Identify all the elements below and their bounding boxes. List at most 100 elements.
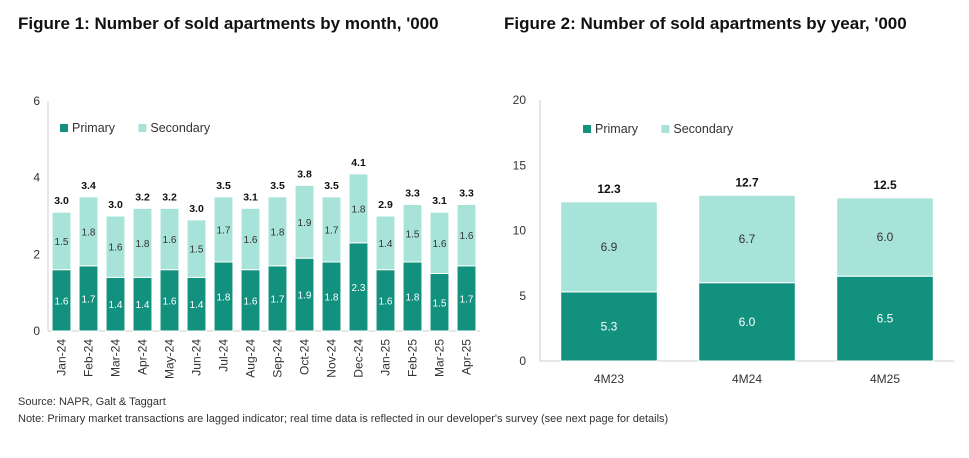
fig2-y-tick-label: 10 [513,224,527,238]
fig1-secondary-value-label: 1.8 [82,227,96,238]
fig1-primary-value-label: 1.9 [298,291,312,302]
fig1-bar-secondary [78,196,99,267]
fig1-bar-secondary [321,196,342,263]
fig1-primary-value-label: 1.6 [163,296,177,307]
fig2-bar-secondary [698,194,796,284]
fig2-bar-secondary [836,197,934,277]
fig1-y-tick-label: 2 [33,247,40,261]
fig1-bar-secondary [375,215,396,271]
fig1-primary-value-label: 1.7 [82,294,96,305]
fig1-primary-value-label: 1.7 [460,294,474,305]
fig1-secondary-value-label: 1.5 [55,237,69,248]
fig1-total-label: 3.8 [297,168,312,180]
fig1-bar-secondary [132,207,153,278]
fig1-secondary-value-label: 1.8 [352,204,366,215]
fig1-primary-value-label: 1.6 [379,296,393,307]
fig2-secondary-value-label: 6.0 [877,230,894,244]
fig1-bar-secondary [186,219,207,278]
fig1-total-label: 3.1 [243,191,258,203]
fig1-secondary-value-label: 1.4 [379,239,393,250]
fig2-y-tick-label: 5 [519,289,526,303]
fig1-x-tick-label: Nov-24 [325,339,339,378]
source-note: Source: NAPR, Galt & Taggart [18,396,166,408]
fig1-total-label: 3.3 [459,188,474,200]
fig1-x-tick-label: Jan-25 [379,339,393,376]
fig1-legend-swatch-secondary [138,124,147,132]
fig1-total-label: 3.2 [162,191,177,203]
fig1-x-tick-label: Dec-24 [352,339,366,378]
fig1-legend-label-secondary: Secondary [150,121,211,135]
fig1-bar-secondary [159,207,180,271]
fig1-x-tick-label: May-24 [163,339,177,379]
fig1-total-label: 3.5 [324,180,339,192]
fig1-total-label: 3.0 [108,199,123,211]
fig2-x-tick-label: 4M23 [594,372,624,386]
fig2-total-label: 12.3 [597,182,621,196]
fig1-bar-secondary [402,204,423,263]
fig1-x-tick-label: Mar-24 [109,339,123,377]
fig1-bar-secondary [213,196,234,263]
fig1-primary-value-label: 1.4 [190,300,204,311]
fig1-total-label: 3.1 [432,195,447,207]
fig1-secondary-value-label: 1.6 [460,231,474,242]
fig2-y-tick-label: 0 [519,354,526,368]
fig1-secondary-value-label: 1.6 [109,243,123,254]
fig1-primary-value-label: 1.5 [433,298,447,309]
fig2-secondary-value-label: 6.9 [601,240,618,254]
fig2-bar-primary [560,291,658,362]
fig1-secondary-value-label: 1.5 [406,229,420,240]
fig2-y-tick-label: 15 [513,158,527,172]
fig2-bar-secondary [560,201,658,293]
fig1-primary-value-label: 1.8 [406,293,420,304]
fig2-x-tick-label: 4M25 [870,372,900,386]
fig1-total-label: 4.1 [351,157,366,169]
fig1-x-tick-label: Feb-24 [82,339,96,377]
fig2-legend-label-secondary: Secondary [673,122,734,136]
fig1-legend-label-primary: Primary [72,121,116,135]
fig2-y-tick-label: 20 [513,93,527,107]
fig1-y-tick-label: 4 [33,171,40,185]
fig1-primary-value-label: 1.8 [217,293,231,304]
fig1-bar-secondary [294,184,315,259]
fig1-secondary-value-label: 1.6 [433,239,447,250]
fig2-legend-swatch-primary [583,125,591,133]
fig1-primary-value-label: 1.6 [55,296,69,307]
fig2-primary-value-label: 5.3 [601,319,618,333]
fig1-y-tick-label: 6 [33,94,40,108]
fig1-primary-value-label: 2.3 [352,283,366,294]
fig1-primary-value-label: 1.4 [136,300,150,311]
fig1-total-label: 2.9 [378,199,393,211]
fig1-total-label: 3.3 [405,188,420,200]
fig1-total-label: 3.5 [270,180,285,192]
fig1-x-tick-label: Apr-25 [460,339,474,375]
fig2-legend-label-primary: Primary [595,122,639,136]
fig1-total-label: 3.0 [54,195,69,207]
fig1-secondary-value-label: 1.5 [190,245,204,256]
footnote: Note: Primary market transactions are la… [18,413,669,425]
fig1-total-label: 3.0 [189,203,204,215]
fig1-secondary-value-label: 1.6 [244,235,258,246]
fig1-total-label: 3.5 [216,180,231,192]
fig2-total-label: 12.7 [735,175,759,189]
figure-1-title: Figure 1: Number of sold apartments by m… [18,14,439,33]
fig1-bar-secondary [51,211,72,271]
fig1-secondary-value-label: 1.8 [271,227,285,238]
fig1-y-tick-label: 0 [33,324,40,338]
fig1-x-tick-label: Feb-25 [406,339,420,377]
fig1-x-tick-label: Aug-24 [244,339,258,378]
fig1-x-tick-label: Mar-25 [433,339,447,377]
fig1-bar-secondary [105,215,126,278]
fig1-bar-secondary [240,207,261,271]
fig1-secondary-value-label: 1.8 [136,239,150,250]
fig1-secondary-value-label: 1.6 [163,235,177,246]
fig2-total-label: 12.5 [873,178,897,192]
fig2-bar-primary [836,275,934,362]
fig1-x-tick-label: Jun-24 [190,339,204,376]
fig1-bar-secondary [429,211,450,275]
fig1-primary-value-label: 1.6 [244,296,258,307]
fig1-bar-secondary [348,173,369,244]
fig2-primary-value-label: 6.5 [877,312,894,326]
fig2-bar-primary [698,282,796,362]
fig1-x-tick-label: Jul-24 [217,339,231,372]
fig1-bar-secondary [267,196,288,267]
